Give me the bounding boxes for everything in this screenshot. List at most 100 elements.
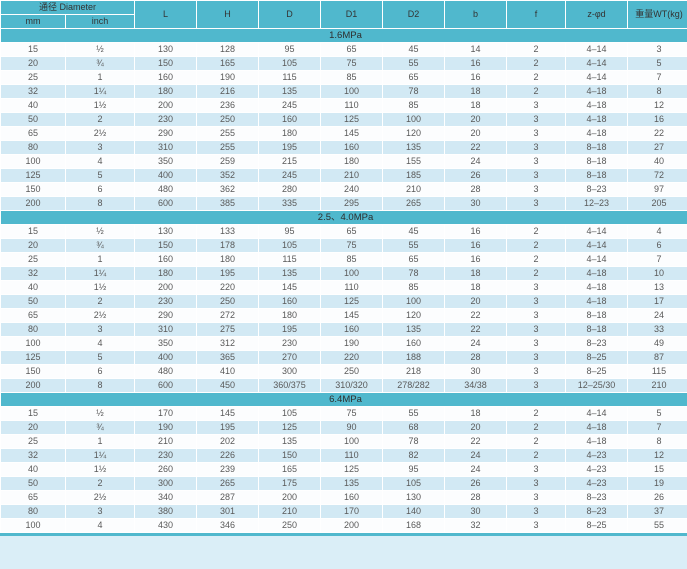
cell: 350 (135, 337, 197, 350)
cell: 135 (383, 323, 445, 336)
cell: 65 (1, 309, 65, 322)
cell: 4–18 (566, 85, 628, 98)
cell: 49 (628, 337, 687, 350)
cell: 195 (197, 267, 259, 280)
table-row: 80 3 310 275 195 160 135 22 3 8–18 33 (1, 323, 687, 336)
cell: 2 (507, 71, 566, 84)
cell: 80 (1, 141, 65, 154)
cell: 400 (135, 169, 197, 182)
cell: 95 (383, 463, 445, 476)
bottom-divider (0, 533, 687, 536)
cell: 128 (197, 43, 259, 56)
cell: 287 (197, 491, 259, 504)
cell: 25 (1, 71, 65, 84)
pressure-section-label: 1.6MPa (1, 29, 687, 42)
cell: 450 (197, 379, 259, 392)
table-row: 25 1 160 190 115 85 65 16 2 4–14 7 (1, 71, 687, 84)
cell: 4–18 (566, 267, 628, 280)
cell: 600 (135, 197, 197, 210)
pressure-band-row: 6.4MPa (1, 393, 687, 406)
cell: 3 (507, 141, 566, 154)
table-row: 50 2 300 265 175 135 105 26 3 4–23 19 (1, 477, 687, 490)
cell: 188 (383, 351, 445, 364)
cell: 135 (321, 477, 383, 490)
cell: 125 (321, 113, 383, 126)
cell: 25 (1, 435, 65, 448)
cell: 20 (445, 127, 507, 140)
cell: 3 (507, 505, 566, 518)
cell: 68 (383, 421, 445, 434)
cell: 80 (1, 323, 65, 336)
cell: 4–18 (566, 421, 628, 434)
cell: 295 (321, 197, 383, 210)
cell: 55 (383, 57, 445, 70)
pressure-section-label: 2.5、4.0MPa (1, 211, 687, 224)
cell: 4–14 (566, 43, 628, 56)
cell: 160 (321, 141, 383, 154)
cell: 130 (383, 491, 445, 504)
cell: 150 (135, 239, 197, 252)
cell: 3 (66, 505, 135, 518)
cell: 2 (507, 407, 566, 420)
table-row: 125 5 400 365 270 220 188 28 3 8–25 87 (1, 351, 687, 364)
table-row: 50 2 230 250 160 125 100 20 3 4–18 16 (1, 113, 687, 126)
cell: 16 (445, 239, 507, 252)
cell: 55 (383, 239, 445, 252)
cell: 1¼ (66, 85, 135, 98)
cell: 255 (197, 127, 259, 140)
cell: 12–25/30 (566, 379, 628, 392)
cell: 2 (507, 253, 566, 266)
cell: ½ (66, 225, 135, 238)
cell: 3 (507, 351, 566, 364)
cell: 115 (259, 253, 321, 266)
cell: ¾ (66, 421, 135, 434)
cell: 8–23 (566, 505, 628, 518)
cell: 135 (259, 85, 321, 98)
cell: 168 (383, 519, 445, 532)
cell: 216 (197, 85, 259, 98)
cell: 160 (259, 113, 321, 126)
cell: 1¼ (66, 449, 135, 462)
cell: 255 (197, 141, 259, 154)
cell: 125 (1, 351, 65, 364)
cell: 160 (383, 337, 445, 350)
cell: 85 (383, 99, 445, 112)
cell: 18 (445, 407, 507, 420)
cell: 65 (383, 253, 445, 266)
cell: 130 (135, 43, 197, 56)
cell: 4–14 (566, 57, 628, 70)
cell: 8 (66, 379, 135, 392)
cell: 8–18 (566, 155, 628, 168)
cell: 3 (507, 169, 566, 182)
cell: 4–23 (566, 463, 628, 476)
cell: 2½ (66, 491, 135, 504)
header-col-f: f (507, 1, 566, 28)
cell: 24 (445, 155, 507, 168)
cell: 85 (383, 281, 445, 294)
cell: 210 (259, 505, 321, 518)
cell: 7 (628, 71, 687, 84)
cell: 13 (628, 281, 687, 294)
table-header: 通径 Diameter L H D D1 D2 b f z-φd 重量WT(kg… (1, 1, 687, 28)
cell: 40 (1, 99, 65, 112)
cell: 278/282 (383, 379, 445, 392)
cell: 100 (1, 337, 65, 350)
table-row: 15 ½ 130 128 95 65 45 14 2 4–14 3 (1, 43, 687, 56)
cell: 28 (445, 491, 507, 504)
cell: 312 (197, 337, 259, 350)
cell: 178 (197, 239, 259, 252)
cell: 200 (1, 197, 65, 210)
header-col-mm: mm (1, 15, 65, 28)
cell: 4–23 (566, 477, 628, 490)
cell: 160 (259, 295, 321, 308)
cell: 110 (321, 99, 383, 112)
cell: 6 (66, 365, 135, 378)
table-row: 125 5 400 352 245 210 185 26 3 8–18 72 (1, 169, 687, 182)
cell: 18 (445, 281, 507, 294)
cell: 160 (321, 491, 383, 504)
cell: 85 (321, 253, 383, 266)
table-row: 150 6 480 362 280 240 210 28 3 8–23 97 (1, 183, 687, 196)
cell: 6 (628, 239, 687, 252)
cell: 2 (507, 43, 566, 56)
header-col-L: L (135, 1, 197, 28)
